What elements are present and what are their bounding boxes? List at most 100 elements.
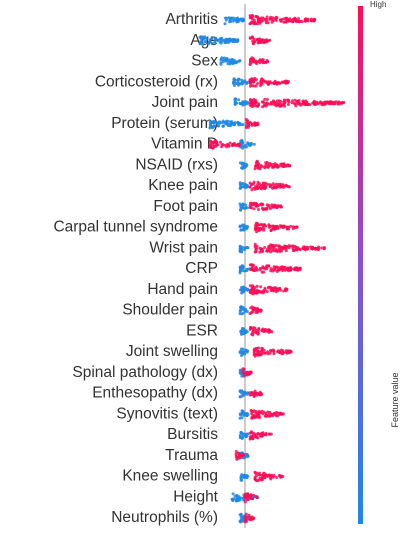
dot [229,124,232,128]
dot [245,370,249,374]
dot [277,204,280,208]
dot [258,21,262,25]
dot-cluster [243,512,256,524]
dot [250,305,254,309]
dot [269,15,273,19]
dot [241,266,245,270]
dot [245,246,249,249]
dot [302,100,305,104]
dot [260,473,264,477]
dot [210,120,214,124]
dot [241,390,244,394]
dot [290,101,294,105]
dot [240,454,244,458]
dot [286,81,290,85]
dot [246,100,250,104]
dot [240,331,243,335]
dot [314,102,318,106]
dot [264,80,268,84]
dot [282,289,286,293]
dot [239,519,243,523]
dot [236,142,240,146]
dot [248,327,252,331]
dot [257,203,261,207]
dot-cluster [248,97,346,109]
dot [253,167,257,171]
dot [255,349,259,353]
dot [245,124,249,128]
dot [258,471,261,475]
dot [237,498,241,502]
dot [293,98,297,102]
dot [254,347,258,351]
dot [268,329,272,333]
dot [238,288,242,292]
dot [250,77,254,81]
dot [298,248,302,252]
dot [242,432,246,436]
dot [272,244,275,247]
dot [262,101,266,105]
dot [272,186,276,190]
dot [265,161,269,164]
feature-label: Spinal pathology (dx) [72,364,218,381]
dot [318,100,322,104]
dot [266,60,270,63]
dot-cluster [248,180,291,192]
dot [231,498,234,502]
dot [255,284,259,288]
dot [283,265,287,269]
dot [327,101,331,105]
dot [241,410,245,413]
dot [260,19,264,23]
dot-cluster [244,118,260,129]
dot-cluster [238,347,250,357]
dot [281,162,285,166]
feature-label: Wrist pain [149,239,218,256]
dot [208,40,211,44]
dot [258,61,262,65]
dot [293,268,297,272]
dot [252,432,256,436]
dot [243,496,247,500]
dot [275,82,279,86]
dot [272,349,276,352]
dot [240,142,244,146]
dot [230,120,234,124]
dot-cluster [238,409,250,420]
dot [226,123,230,127]
dot [209,140,213,144]
dot-cluster [234,450,245,461]
dot [272,82,276,86]
dot-cluster [238,139,256,150]
dot [275,250,279,253]
dot [253,77,257,80]
feature-label: Corticosteroid (rx) [95,73,218,90]
dot-cluster [248,430,273,441]
dot [267,352,270,356]
dot [252,353,256,357]
dot [250,123,254,127]
dot [241,18,245,22]
dot [244,203,248,207]
dot [254,266,258,270]
dot [279,204,283,208]
dot [271,475,275,479]
dot [268,473,272,477]
dot [256,208,260,211]
dot [293,16,297,20]
dot [241,288,245,292]
dot [245,434,249,438]
dot [228,60,232,64]
dot-cluster [253,470,285,483]
dot [281,475,285,478]
dot [261,60,265,64]
dot [239,413,242,417]
dot [254,221,258,225]
dot [341,100,345,104]
dot [264,21,268,25]
dot [265,102,269,106]
dot [313,17,316,21]
dot [253,164,257,168]
dot [293,102,296,105]
